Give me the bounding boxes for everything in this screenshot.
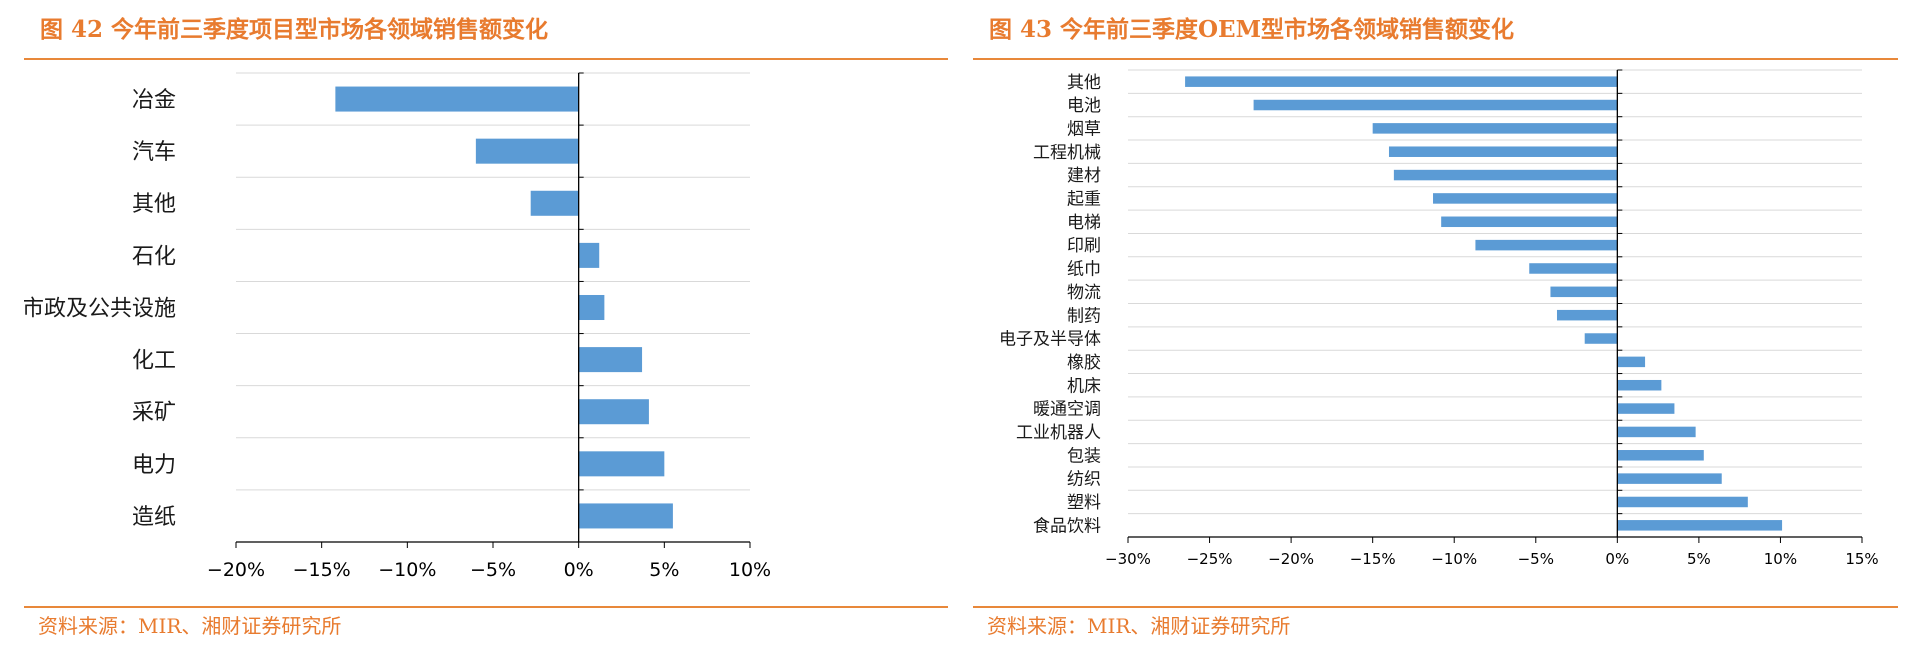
category-label: 电池 xyxy=(1067,96,1101,116)
bar-工业机器人 xyxy=(1617,426,1696,438)
bar-采矿 xyxy=(578,399,649,425)
chart-panel-43: 图 43 今年前三季度OEM型市场各领域销售额变化 其他电池烟草工程机械建材起重… xyxy=(973,0,1898,654)
category-label: 电力 xyxy=(132,453,176,478)
bar-工程机械 xyxy=(1388,146,1618,157)
title-divider xyxy=(973,58,1898,60)
bar-物流 xyxy=(1550,286,1618,298)
bar-包装 xyxy=(1617,450,1704,461)
bar-起重 xyxy=(1433,193,1618,204)
category-label: 造纸 xyxy=(132,505,176,530)
bar-印刷 xyxy=(1475,239,1618,251)
category-label: 其他 xyxy=(132,192,176,217)
source-note: 资料来源：MIR、湘财证券研究所 xyxy=(987,614,1291,638)
x-tick-label: 5% xyxy=(649,559,679,581)
bar-电子及半导体 xyxy=(1584,333,1618,344)
chart-title: 图 42 今年前三季度项目型市场各领域销售额变化 xyxy=(40,16,549,43)
source-note: 资料来源：MIR、湘财证券研究所 xyxy=(38,614,342,638)
category-label: 其他 xyxy=(1067,73,1101,93)
chart-title: 图 43 今年前三季度OEM型市场各领域销售额变化 xyxy=(989,16,1515,43)
x-tick-label: −30% xyxy=(1105,550,1151,568)
category-label: 电子及半导体 xyxy=(999,330,1101,350)
x-tick-label: −15% xyxy=(293,559,351,581)
category-label: 电梯 xyxy=(1067,213,1101,233)
source-divider xyxy=(24,606,948,608)
category-label: 包装 xyxy=(1067,446,1101,466)
x-tick-label: 10% xyxy=(1764,550,1797,568)
category-label: 制药 xyxy=(1067,306,1101,326)
bar-chart-43: 其他电池烟草工程机械建材起重电梯印刷纸巾物流制药电子及半导体橡胶机床暖通空调工业… xyxy=(999,69,1879,568)
bar-机床 xyxy=(1617,379,1662,391)
category-label: 建材 xyxy=(1067,166,1101,186)
category-label: 采矿 xyxy=(132,401,176,426)
bar-市政及公共设施 xyxy=(578,294,605,321)
bar-建材 xyxy=(1393,169,1618,181)
category-label: 化工 xyxy=(132,349,176,374)
bar-纺织 xyxy=(1617,473,1722,484)
category-label: 工程机械 xyxy=(1033,143,1101,163)
category-label: 烟草 xyxy=(1067,119,1101,139)
category-label: 塑料 xyxy=(1067,493,1101,513)
x-tick-label: −5% xyxy=(1518,550,1554,568)
x-tick-label: 0% xyxy=(1605,550,1629,568)
source-divider xyxy=(973,606,1898,608)
bar-冶金 xyxy=(335,86,579,112)
x-tick-label: −10% xyxy=(378,559,436,581)
x-tick-label: −5% xyxy=(470,559,516,581)
bar-电梯 xyxy=(1441,216,1618,228)
category-label: 纸巾 xyxy=(1067,260,1101,280)
category-label: 石化 xyxy=(132,244,176,269)
category-label: 物流 xyxy=(1067,283,1101,303)
category-label: 橡胶 xyxy=(1067,353,1101,373)
x-tick-label: −20% xyxy=(1268,550,1314,568)
category-label: 机床 xyxy=(1067,376,1101,396)
category-label: 纺织 xyxy=(1067,470,1101,490)
bar-石化 xyxy=(578,242,600,268)
bar-其他 xyxy=(1185,76,1618,87)
bar-食品饮料 xyxy=(1617,520,1783,531)
x-tick-label: 5% xyxy=(1687,550,1711,568)
x-tick-label: 0% xyxy=(564,559,594,581)
x-tick-label: −25% xyxy=(1187,550,1233,568)
bar-橡胶 xyxy=(1617,356,1646,368)
category-label: 起重 xyxy=(1067,190,1101,210)
bar-烟草 xyxy=(1372,123,1618,134)
chart-panel-42: 图 42 今年前三季度项目型市场各领域销售额变化 冶金汽车其他石化市政及公共设施… xyxy=(24,0,948,654)
x-tick-label: 10% xyxy=(729,559,771,581)
bar-电池 xyxy=(1253,99,1618,111)
category-label: 食品饮料 xyxy=(1033,516,1101,536)
category-label: 印刷 xyxy=(1067,236,1101,256)
category-label: 暖通空调 xyxy=(1033,400,1101,420)
bar-制药 xyxy=(1556,309,1618,321)
x-tick-label: −15% xyxy=(1350,550,1396,568)
category-label: 汽车 xyxy=(132,140,176,165)
bar-纸巾 xyxy=(1529,263,1618,274)
bar-暖通空调 xyxy=(1617,403,1675,414)
category-label: 工业机器人 xyxy=(1016,423,1101,443)
bar-汽车 xyxy=(475,138,579,164)
bar-电力 xyxy=(578,451,665,477)
bar-化工 xyxy=(578,347,643,373)
title-divider xyxy=(24,58,948,60)
category-label: 市政及公共设施 xyxy=(24,296,176,321)
bar-造纸 xyxy=(578,503,673,529)
x-tick-label: −10% xyxy=(1431,550,1477,568)
bar-塑料 xyxy=(1617,496,1748,508)
x-tick-label: 15% xyxy=(1845,550,1878,568)
bar-其他 xyxy=(530,190,579,216)
category-label: 冶金 xyxy=(132,88,176,113)
x-tick-label: −20% xyxy=(207,559,265,581)
